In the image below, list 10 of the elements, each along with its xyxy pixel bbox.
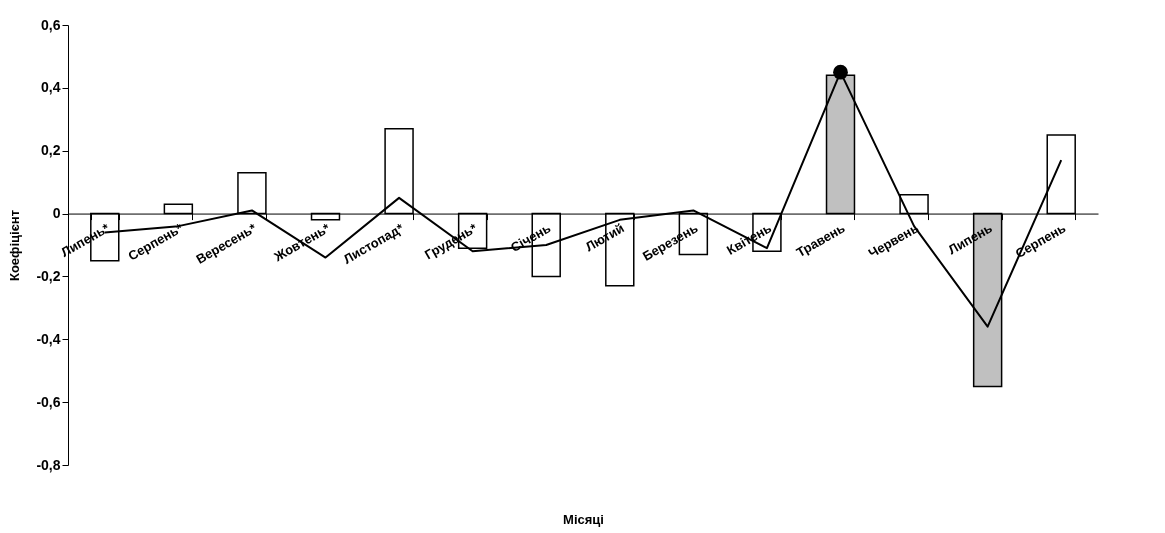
- y-tick-label: 0,6: [41, 16, 61, 33]
- y-axis-title: Коефіцієнт: [7, 209, 23, 282]
- y-tick-label: 0,2: [41, 142, 61, 159]
- y-tick-label: -0,4: [36, 330, 61, 347]
- y-tick-label: 0: [52, 205, 61, 222]
- y-tick-label: -0,6: [36, 393, 61, 410]
- y-tick-label: 0,4: [41, 79, 61, 96]
- x-axis-title: Місяці: [563, 511, 604, 527]
- y-tick-label: -0,2: [36, 267, 61, 284]
- y-tick-label: -0,8: [36, 456, 61, 473]
